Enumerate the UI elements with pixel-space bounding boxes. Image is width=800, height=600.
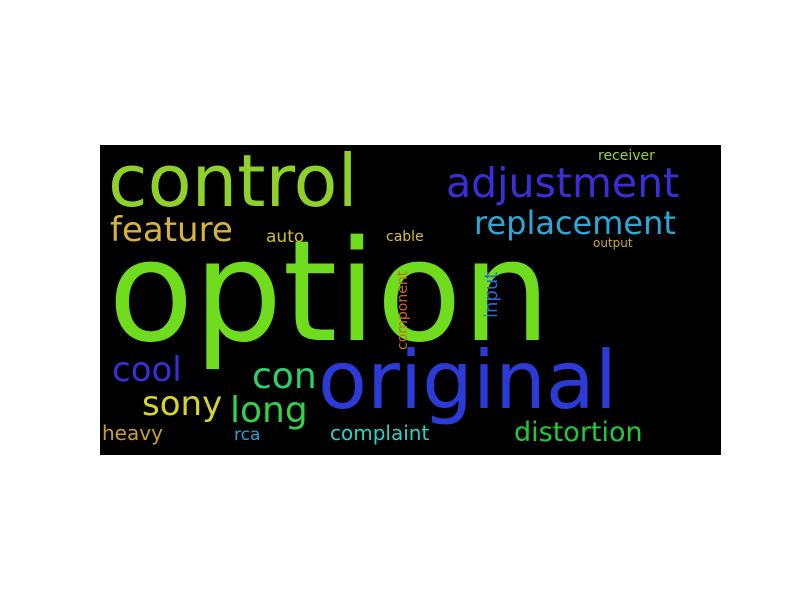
word-output: output [593, 236, 633, 250]
word-adjustment: adjustment [446, 159, 680, 207]
word-complaint: complaint [330, 421, 430, 445]
word-receiver: receiver [598, 148, 655, 164]
word-sony: sony [142, 384, 223, 424]
word-cloud: option control adjustment replacement fe… [100, 145, 721, 455]
word-cool: cool [112, 350, 182, 390]
word-option: option [108, 211, 551, 374]
word-component: component [395, 270, 411, 350]
word-feature: feature [110, 210, 233, 250]
word-rca: rca [234, 425, 261, 445]
word-long: long [230, 390, 308, 431]
word-con: con [252, 356, 317, 397]
word-control: control [108, 145, 358, 223]
word-cable: cable [386, 229, 424, 245]
word-heavy: heavy [102, 421, 163, 445]
word-distortion: distortion [514, 417, 643, 448]
word-replacement: replacement [474, 204, 676, 242]
word-auto: auto [266, 227, 305, 247]
word-input: input [481, 271, 502, 318]
word-original: original [318, 334, 618, 427]
